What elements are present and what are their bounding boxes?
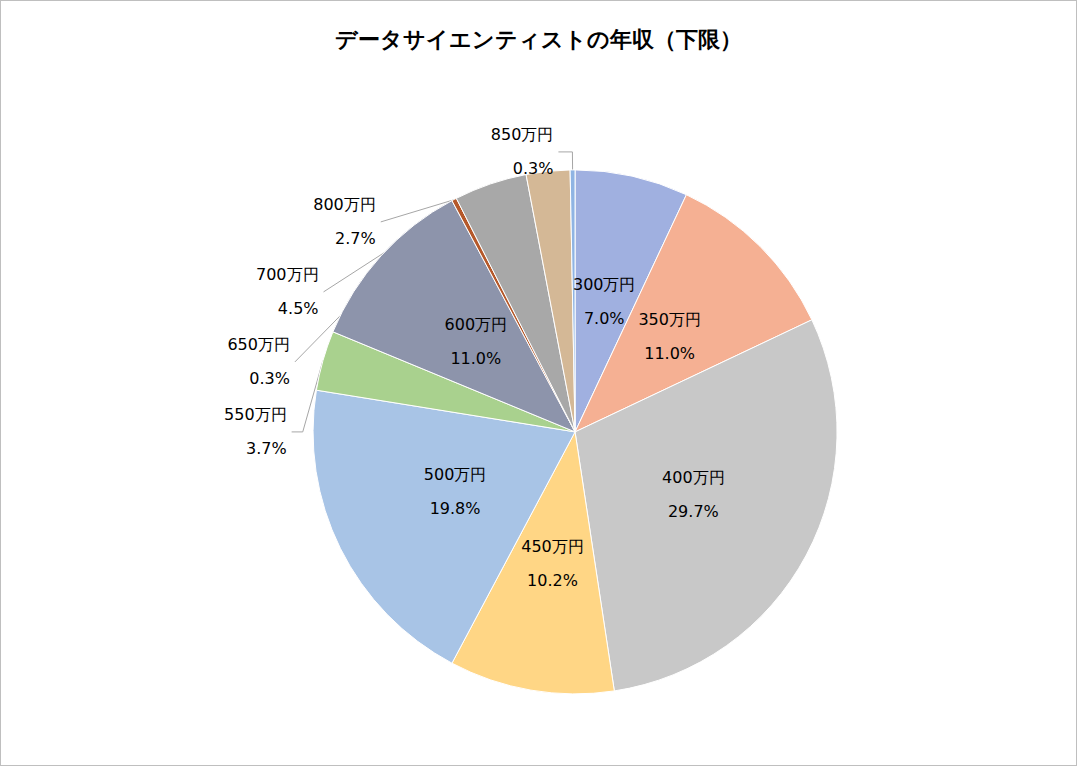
svg-text:11.0%: 11.0% [450, 349, 501, 368]
svg-text:10.2%: 10.2% [527, 571, 578, 590]
svg-text:0.3%: 0.3% [249, 369, 290, 388]
svg-text:650万円: 650万円 [227, 335, 290, 354]
svg-text:350万円: 350万円 [638, 310, 701, 329]
svg-text:800万円: 800万円 [313, 195, 376, 214]
svg-text:850万円: 850万円 [491, 125, 554, 144]
svg-text:2.7%: 2.7% [335, 229, 376, 248]
svg-text:11.0%: 11.0% [644, 344, 695, 363]
svg-text:700万円: 700万円 [256, 265, 319, 284]
svg-text:600万円: 600万円 [445, 315, 508, 334]
svg-text:300万円: 300万円 [573, 275, 636, 294]
svg-text:0.3%: 0.3% [513, 159, 554, 178]
svg-text:19.8%: 19.8% [430, 499, 481, 518]
svg-text:4.5%: 4.5% [278, 299, 319, 318]
svg-text:450万円: 450万円 [521, 537, 584, 556]
svg-text:400万円: 400万円 [662, 468, 725, 487]
svg-text:550万円: 550万円 [224, 405, 287, 424]
svg-text:データサイエンティストの年収（下限）: データサイエンティストの年収（下限） [335, 27, 742, 52]
svg-text:7.0%: 7.0% [584, 309, 625, 328]
svg-text:3.7%: 3.7% [246, 439, 287, 458]
svg-text:500万円: 500万円 [424, 465, 487, 484]
svg-text:29.7%: 29.7% [668, 502, 719, 521]
